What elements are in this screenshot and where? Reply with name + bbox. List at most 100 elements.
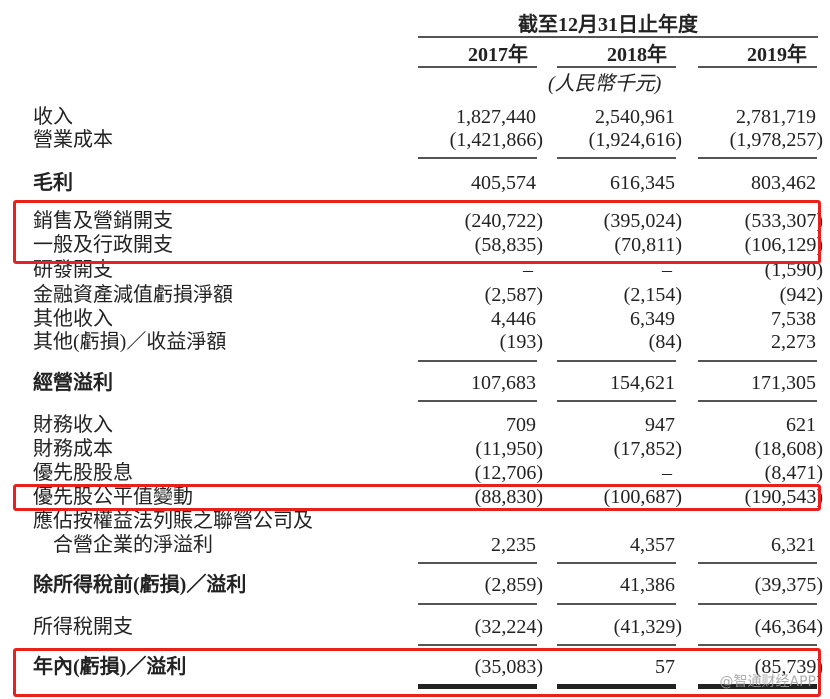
subtotal-rule <box>418 603 537 605</box>
year-rule <box>698 66 817 68</box>
year-rule <box>557 66 676 68</box>
cell-2019: 621 <box>786 414 816 436</box>
cell-2017: 4,446 <box>491 308 536 330</box>
year-2019-header: 2019年 <box>747 44 807 66</box>
cell-2019: (85,739) <box>754 656 823 678</box>
cell-2017: 709 <box>506 414 536 436</box>
cell-2018: (84) <box>648 331 682 353</box>
row-label: 毛利 <box>33 172 73 194</box>
row-label: 除所得稅前(虧損)／溢利 <box>33 574 247 596</box>
cell-2017: (1,421,866) <box>449 129 543 151</box>
subtotal-rule <box>418 157 537 159</box>
cell-2017: (58,835) <box>474 234 543 256</box>
cell-2019: (1,978,257) <box>729 129 823 151</box>
cell-2018: 2,540,961 <box>595 106 675 128</box>
cell-2019: (46,364) <box>754 616 823 638</box>
cell-2018: 616,345 <box>610 172 675 194</box>
subtotal-rule <box>418 644 537 646</box>
subtotal-rule <box>418 360 537 362</box>
subtotal-rule <box>698 644 817 646</box>
highlight-box-net-result <box>13 648 821 697</box>
row-label: 銷售及營銷開支 <box>33 210 173 232</box>
cell-2019: 2,273 <box>771 331 816 353</box>
cell-2018: 154,621 <box>610 372 675 394</box>
row-label: 財務收入 <box>33 414 113 436</box>
subtotal-rule <box>557 603 676 605</box>
cell-2019: 803,462 <box>751 172 816 194</box>
cell-2019: (1,590) <box>764 259 823 281</box>
subtotal-rule <box>698 360 817 362</box>
cell-2017: (2,859) <box>484 574 543 596</box>
subtotal-rule <box>557 400 676 402</box>
row-label: 其他(虧損)／收益淨額 <box>33 331 227 353</box>
row-label: 經營溢利 <box>33 372 113 394</box>
row-label: 優先股股息 <box>33 462 133 484</box>
row-label: 金融資產減值虧損淨額 <box>33 284 233 306</box>
cell-2018: 57 <box>655 656 675 678</box>
cell-2018: (17,852) <box>613 438 682 460</box>
cell-2018: 6,349 <box>630 308 675 330</box>
cell-2017: (11,950) <box>475 438 543 460</box>
cell-2019: 2,781,719 <box>736 106 816 128</box>
cell-2019: 7,538 <box>771 308 816 330</box>
cell-2017: – <box>523 259 533 281</box>
cell-2017: (32,224) <box>474 616 543 638</box>
cell-2019: (106,129) <box>744 234 823 256</box>
row-label: 所得稅開支 <box>33 616 133 638</box>
cell-2018: (41,329) <box>613 616 682 638</box>
cell-2018: (70,811) <box>614 234 682 256</box>
total-double-rule <box>698 684 817 689</box>
cell-2017: 107,683 <box>471 372 536 394</box>
subtotal-rule <box>557 360 676 362</box>
period-header: 截至12月31日止年度 <box>518 14 698 36</box>
header-rule <box>418 36 818 38</box>
cell-2017: 2,235 <box>491 534 536 556</box>
total-double-rule <box>557 684 676 689</box>
year-rule <box>418 66 537 68</box>
subtotal-rule <box>557 157 676 159</box>
cell-2017: (12,706) <box>474 462 543 484</box>
subtotal-rule <box>698 562 817 564</box>
cell-2019: 171,305 <box>751 372 816 394</box>
cell-2018: (1,924,616) <box>588 129 682 151</box>
row-label: 一般及行政開支 <box>33 234 173 256</box>
cell-2019: (39,375) <box>754 574 823 596</box>
subtotal-rule <box>698 157 817 159</box>
cell-2018: 4,357 <box>630 534 675 556</box>
subtotal-rule <box>418 562 537 564</box>
subtotal-rule <box>698 400 817 402</box>
row-label: 優先股公平值變動 <box>33 486 193 508</box>
year-2017-header: 2017年 <box>468 44 528 66</box>
cell-2019: (533,307) <box>744 210 823 232</box>
subtotal-rule <box>418 400 537 402</box>
cell-2017: 1,827,440 <box>456 106 536 128</box>
total-double-rule <box>418 684 537 689</box>
subtotal-rule <box>557 644 676 646</box>
watermark: @智通财经APP <box>719 674 816 690</box>
row-label: 財務成本 <box>33 438 113 460</box>
cell-2017: (2,587) <box>484 284 543 306</box>
cell-2017: (193) <box>499 331 543 353</box>
subtotal-rule <box>698 603 817 605</box>
row-label: 研發開支 <box>33 259 113 281</box>
cell-2017: (35,083) <box>474 656 543 678</box>
cell-2018: 41,386 <box>620 574 675 596</box>
cell-2017: (88,830) <box>474 486 543 508</box>
cell-2017: 405,574 <box>471 172 536 194</box>
cell-2017: (240,722) <box>464 210 543 232</box>
cell-2018: (100,687) <box>603 486 682 508</box>
row-label: 營業成本 <box>33 129 113 151</box>
row-label: 年內(虧損)／溢利 <box>33 656 187 678</box>
cell-2019: (18,608) <box>754 438 823 460</box>
cell-2019: (8,471) <box>764 462 823 484</box>
unit-label: (人民幣千元) <box>548 73 662 95</box>
cell-2018: – <box>662 462 672 484</box>
cell-2018: – <box>662 259 672 281</box>
cell-2019: (942) <box>779 284 823 306</box>
cell-2019: 6,321 <box>771 534 816 556</box>
cell-2019: (190,543) <box>744 486 823 508</box>
row-label: 其他收入 <box>33 308 113 330</box>
cell-2018: 947 <box>645 414 675 436</box>
subtotal-rule <box>557 562 676 564</box>
row-label: 合營企業的淨溢利 <box>53 534 213 556</box>
